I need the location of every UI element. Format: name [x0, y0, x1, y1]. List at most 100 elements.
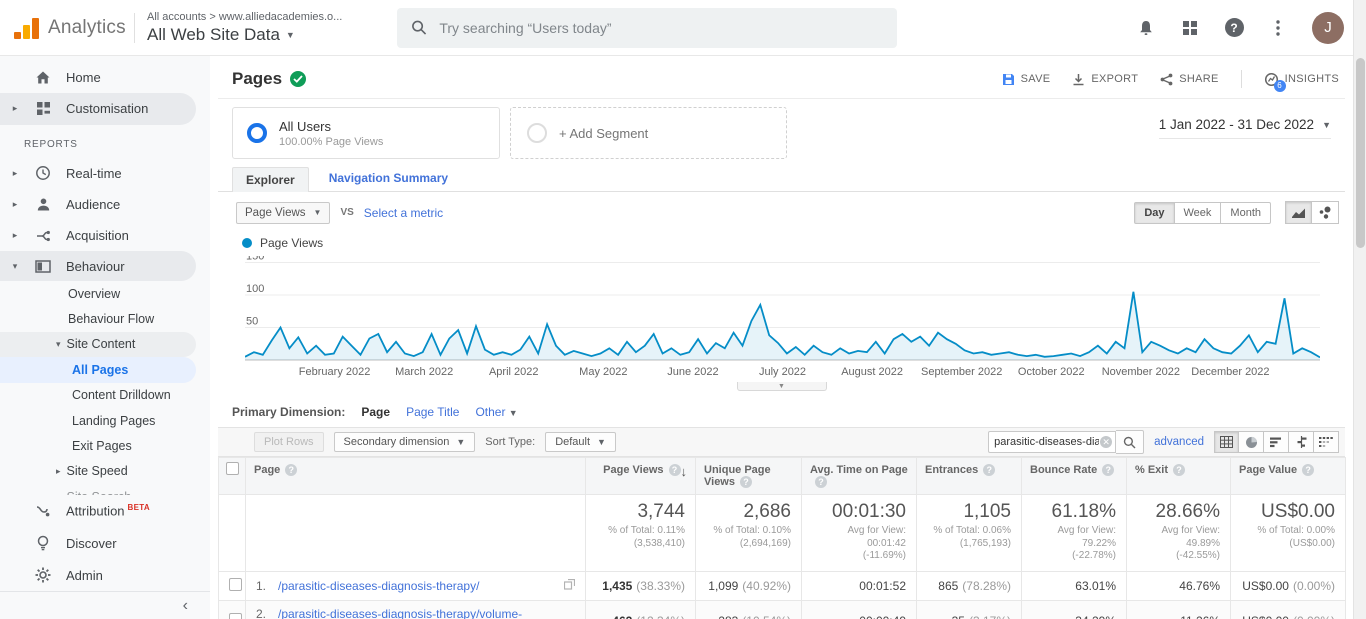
select-metric-link[interactable]: Select a metric: [363, 205, 444, 220]
admin-gear-icon: [34, 567, 52, 583]
sidebar-item-home[interactable]: Home: [0, 62, 210, 93]
data-table-view-button[interactable]: [1214, 431, 1239, 453]
sidebar-item-realtime[interactable]: ▸ Real-time: [0, 158, 210, 189]
expand-icon: ▸: [12, 103, 18, 114]
sidebar-item-site-content[interactable]: ▾ Site Content: [0, 331, 196, 358]
sidebar-item-behaviour[interactable]: ▾ Behaviour: [0, 251, 196, 281]
segment-all-users[interactable]: All Users 100.00% Page Views: [232, 107, 500, 159]
help-icon[interactable]: ?: [1102, 464, 1115, 476]
percentage-view-button[interactable]: [1239, 431, 1264, 453]
sidebar-item-attribution[interactable]: Attribution BETA: [0, 495, 210, 527]
sidebar-item-site-search-clipped[interactable]: ▸Site Search: [0, 484, 210, 495]
row-checkbox[interactable]: [229, 612, 242, 619]
table-search-input[interactable]: [988, 431, 1117, 453]
sidebar-item-discover[interactable]: Discover: [0, 527, 210, 559]
col-header-page[interactable]: Page?: [245, 457, 586, 495]
sidebar-item-admin[interactable]: Admin: [0, 559, 210, 591]
tab-navigation-summary[interactable]: Navigation Summary: [328, 171, 449, 185]
export-button[interactable]: EXPORT: [1072, 73, 1138, 86]
table-header-row: Page? Page Views? ↓ Unique Page Views? Av…: [218, 457, 1346, 495]
svg-text:February 2022: February 2022: [299, 366, 371, 378]
granularity-day-button[interactable]: Day: [1134, 201, 1175, 224]
sidebar-item-landing-pages[interactable]: Landing Pages: [72, 413, 156, 428]
col-header-page-views[interactable]: Page Views? ↓: [585, 457, 696, 495]
account-property-picker[interactable]: All accounts > www.alliedacademies.o... …: [147, 11, 342, 45]
granularity-toggle: Day Week Month: [1134, 201, 1271, 224]
add-segment-button[interactable]: + Add Segment: [510, 107, 787, 159]
dimension-page[interactable]: Page: [361, 405, 391, 419]
apps-grid-icon[interactable]: [1180, 18, 1200, 38]
sidebar-collapse-icon[interactable]: ‹: [182, 596, 188, 614]
chart-expander-button[interactable]: ▼: [736, 382, 827, 391]
scrollbar-thumb[interactable]: [1356, 58, 1365, 248]
col-header-bounce-rate[interactable]: Bounce Rate?: [1021, 457, 1127, 495]
global-search-input[interactable]: [439, 19, 884, 36]
global-search[interactable]: [397, 7, 898, 48]
performance-view-button[interactable]: [1264, 431, 1289, 453]
logo-text: Analytics: [48, 16, 126, 38]
svg-text:50: 50: [246, 316, 258, 328]
pivot-icon: [1319, 436, 1333, 447]
metric-selector-dropdown[interactable]: Page Views ▼: [236, 201, 331, 224]
total-pct-exit: 28.66% Avg for View: 49.89% (-42.55%): [1126, 494, 1231, 572]
help-icon[interactable]: ?: [1173, 464, 1186, 476]
comparison-view-button[interactable]: [1289, 431, 1314, 453]
granularity-week-button[interactable]: Week: [1174, 201, 1222, 224]
open-page-icon[interactable]: [564, 578, 575, 590]
table-search-button[interactable]: [1116, 430, 1145, 454]
sidebar-item-customisation[interactable]: ▸ Customisation: [0, 93, 196, 125]
advanced-search-link[interactable]: advanced: [1154, 436, 1204, 448]
granularity-month-button[interactable]: Month: [1221, 201, 1271, 224]
sidebar-item-acquisition[interactable]: ▸ Acquisition: [0, 220, 210, 251]
analytics-logo[interactable]: Analytics: [0, 17, 132, 39]
page-link[interactable]: /parasitic-diseases-diagnosis-therapy/: [278, 578, 480, 593]
help-icon[interactable]: ?: [668, 464, 681, 476]
table-totals-row: 3,744% of Total: 0.11% (3,538,410) 2,686%…: [218, 494, 1346, 572]
sidebar-item-audience[interactable]: ▸ Audience: [0, 189, 210, 220]
sort-type-dropdown[interactable]: Default ▼: [545, 432, 616, 452]
avatar[interactable]: J: [1312, 11, 1344, 44]
col-header-entrances[interactable]: Entrances?: [916, 457, 1022, 495]
dimension-other-dropdown[interactable]: Other ▼: [475, 405, 518, 419]
total-avg-time: 00:01:30 Avg for View: 00:01:42 (-11.69%): [801, 494, 917, 572]
line-chart-view-button[interactable]: [1285, 201, 1312, 224]
col-header-page-value[interactable]: Page Value?: [1230, 457, 1346, 495]
more-vertical-icon[interactable]: [1268, 18, 1288, 38]
col-header-avg-time[interactable]: Avg. Time on Page?: [801, 457, 917, 495]
search-icon: [412, 20, 427, 35]
help-icon[interactable]: ?: [740, 476, 752, 488]
sidebar-item-all-pages[interactable]: All Pages: [0, 357, 196, 383]
svg-text:October 2022: October 2022: [1018, 366, 1085, 378]
sidebar-item-site-speed[interactable]: ▸ Site Speed: [56, 464, 128, 479]
date-range-picker[interactable]: 1 Jan 2022 - 31 Dec 2022 ▼: [1158, 117, 1331, 139]
audience-person-icon: [34, 197, 52, 212]
secondary-dimension-dropdown[interactable]: Secondary dimension ▼: [333, 432, 476, 452]
dimension-page-title[interactable]: Page Title: [406, 405, 460, 419]
sidebar-item-behaviour-flow[interactable]: Behaviour Flow: [68, 311, 155, 326]
sidebar-item-content-drilldown[interactable]: Content Drilldown: [72, 388, 171, 403]
clear-search-icon[interactable]: ✕: [1100, 436, 1113, 448]
share-button[interactable]: SHARE: [1160, 73, 1218, 86]
tab-explorer[interactable]: Explorer: [232, 167, 309, 192]
pivot-view-button[interactable]: [1314, 431, 1339, 453]
svg-text:150: 150: [246, 256, 264, 263]
select-all-checkbox[interactable]: [225, 462, 239, 475]
row-checkbox[interactable]: [229, 577, 242, 591]
window-scrollbar[interactable]: [1353, 0, 1366, 619]
col-header-unique-page-views[interactable]: Unique Page Views?: [695, 457, 802, 495]
svg-text:November 2022: November 2022: [1102, 366, 1180, 378]
notifications-bell-icon[interactable]: [1136, 18, 1156, 38]
sidebar-item-overview[interactable]: Overview: [68, 286, 121, 301]
help-icon[interactable]: ?: [1224, 18, 1244, 38]
help-icon[interactable]: ?: [1302, 464, 1315, 476]
col-header-pct-exit[interactable]: % Exit?: [1126, 457, 1231, 495]
motion-chart-view-button[interactable]: [1312, 201, 1339, 224]
help-icon[interactable]: ?: [815, 476, 827, 488]
help-icon[interactable]: ?: [285, 464, 298, 476]
page-link[interactable]: /parasitic-diseases-diagnosis-therapy/vo…: [278, 606, 523, 619]
sidebar-item-exit-pages[interactable]: Exit Pages: [72, 439, 132, 454]
save-button[interactable]: SAVE: [1002, 73, 1051, 86]
report-content: Pages SAVE EXPORT SHARE 6: [210, 56, 1353, 619]
insights-button[interactable]: 6 INSIGHTS: [1264, 72, 1339, 92]
help-icon[interactable]: ?: [983, 464, 996, 476]
